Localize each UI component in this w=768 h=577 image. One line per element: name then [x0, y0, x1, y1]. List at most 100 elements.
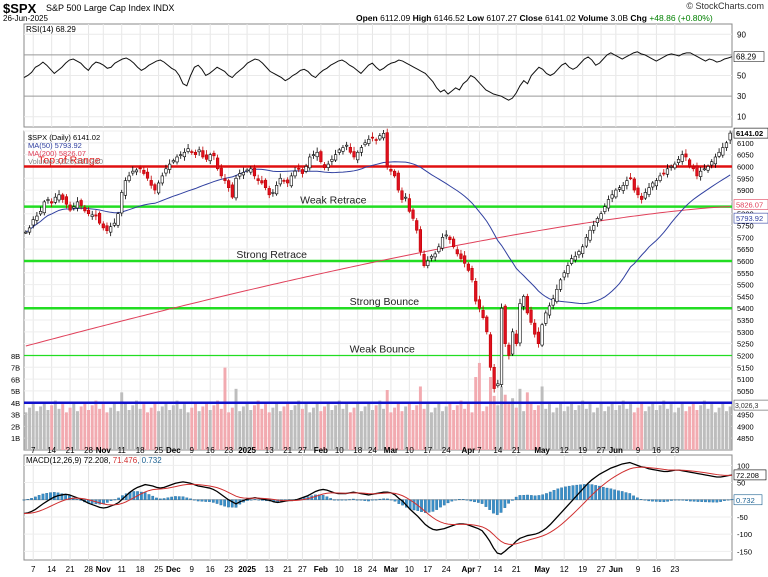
- candle-body-155: [595, 218, 599, 223]
- volume-bar-84: [334, 405, 338, 450]
- macd-hist-126: [499, 499, 503, 513]
- volume-bar-126: [488, 377, 492, 450]
- volume-bar-77: [308, 412, 312, 450]
- x-label-bottom-17: 10: [335, 565, 344, 574]
- candle-body-104: [407, 198, 411, 212]
- macd-hist-25: [117, 497, 121, 500]
- volume-bar-120: [466, 404, 470, 450]
- volume-tick-1B: 1B: [11, 434, 20, 443]
- ma200-line: [25, 206, 731, 347]
- candle-body-48: [201, 150, 205, 158]
- candle-body-184: [702, 168, 706, 171]
- volume-last-value: 3,026,3: [735, 403, 758, 410]
- candle-body-125: [485, 316, 489, 333]
- candle-body-87: [345, 144, 349, 147]
- macd-tick--50: -50: [737, 513, 748, 522]
- volume-bar-10: [61, 404, 65, 450]
- x-label-bottom-22: 17: [423, 565, 432, 574]
- volume-bar-38: [164, 401, 168, 450]
- macd-hist-118: [469, 499, 473, 502]
- price-tick-5550: 5550: [737, 269, 754, 278]
- macd-hist-176: [689, 499, 692, 502]
- macd-hist-0: [22, 499, 26, 501]
- volume-bar-64: [260, 408, 264, 450]
- candle-body-102: [400, 190, 404, 200]
- volume-bar-3: [35, 411, 39, 450]
- volume-bar-20: [98, 408, 102, 450]
- macd-hist-45: [193, 499, 196, 501]
- macd-hist-131: [518, 495, 522, 500]
- x-label-bottom-35: 23: [670, 565, 679, 574]
- volume-bar-72: [289, 410, 293, 450]
- macd-hist-187: [730, 499, 734, 501]
- volume-bar-125: [485, 406, 489, 450]
- candle-body-13: [72, 206, 76, 209]
- price-tick-5100: 5100: [737, 375, 754, 384]
- volume-bar-183: [699, 405, 703, 450]
- volume-value: 3.0B: [610, 13, 629, 23]
- candle-body-55: [227, 180, 231, 189]
- candle-body-177: [676, 159, 681, 163]
- macd-hist-172: [673, 499, 677, 501]
- macd-legend: MACD(12,26,9) 72.208, 71.476, 0.732: [26, 456, 162, 465]
- volume-bar-147: [566, 406, 570, 450]
- price-legend-3: Volume 3,026,381,320: [28, 157, 103, 166]
- volume-bar-144: [555, 407, 559, 450]
- x-label-bottom-3: 28: [84, 565, 93, 574]
- volume-bar-109: [426, 404, 430, 450]
- candle-body-39: [168, 163, 172, 170]
- macd-hist-33: [147, 494, 151, 500]
- volume-bar-150: [577, 405, 581, 450]
- candle-body-114: [444, 234, 448, 237]
- volume-bar-102: [400, 411, 404, 450]
- volume-bar-1: [28, 407, 32, 450]
- macd-hist-103: [412, 499, 416, 511]
- candle-body-22: [105, 225, 109, 232]
- macd-hist-48: [204, 499, 208, 502]
- candle-body-163: [625, 180, 629, 186]
- volume-bar-113: [441, 411, 445, 450]
- x-label-mid-28: May: [534, 446, 550, 455]
- macd-legend-main: MACD(12,26,9) 72.208,: [26, 456, 113, 465]
- x-label-bottom-7: 25: [154, 565, 163, 574]
- candle-body-100: [393, 170, 397, 177]
- volume-bar-153: [588, 404, 592, 450]
- price-tick-5950: 5950: [737, 174, 754, 183]
- high-value: 6146.52: [433, 13, 465, 23]
- volume-bar-184: [702, 400, 706, 450]
- macd-tick-50: 50: [737, 479, 745, 488]
- x-label-mid-17: 10: [335, 446, 344, 455]
- volume-bar-130: [503, 394, 507, 450]
- rsi-label: RSI(14) 68.29: [26, 25, 76, 34]
- macd-hist-134: [529, 495, 533, 500]
- volume-bar-105: [411, 410, 415, 450]
- volume-bar-55: [227, 412, 231, 450]
- candle-body-82: [326, 163, 330, 168]
- candle-body-146: [562, 272, 566, 278]
- volume-bar-61: [249, 410, 253, 450]
- macd-hist-128: [507, 499, 510, 504]
- candle-body-127: [492, 366, 496, 389]
- volume-bar-30: [134, 400, 138, 450]
- volume-bar-46: [193, 402, 197, 450]
- candle-body-59: [241, 172, 245, 176]
- candle-body-44: [186, 148, 190, 152]
- macd-hist-146: [575, 484, 579, 500]
- volume-bar-174: [665, 408, 669, 450]
- x-label-mid-35: 23: [670, 446, 679, 455]
- macd-hist-42: [181, 496, 185, 500]
- x-label-bottom-13: 13: [265, 565, 274, 574]
- volume-bar-116: [452, 410, 456, 450]
- macd-hist-23: [109, 499, 113, 501]
- candle-body-50: [208, 154, 212, 162]
- x-label-bottom-14: 21: [283, 565, 292, 574]
- volume-bar-124: [481, 411, 485, 450]
- open-label: Open: [356, 13, 378, 23]
- macd-hist-145: [571, 485, 575, 500]
- macd-hist-139: [548, 491, 552, 500]
- candle-body-71: [286, 179, 290, 184]
- volume-bar-98: [385, 390, 389, 450]
- macd-hist-163: [639, 499, 643, 500]
- volume-tick-5B: 5B: [11, 387, 20, 396]
